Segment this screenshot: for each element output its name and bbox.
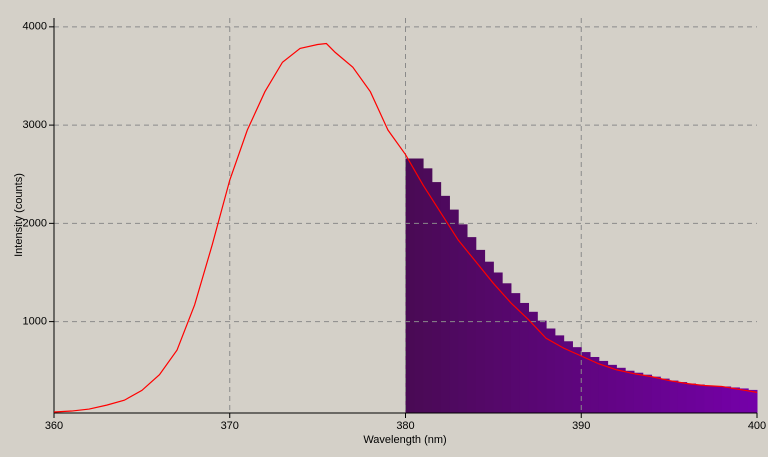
x-tick-label: 380 [396, 420, 414, 432]
histogram-bar [607, 364, 617, 413]
histogram-bar [563, 341, 573, 413]
histogram-bar [458, 224, 468, 413]
histogram-bar [633, 372, 644, 413]
x-tick-label: 370 [221, 420, 239, 432]
histogram-bar [730, 387, 740, 413]
histogram-bar [686, 383, 696, 413]
histogram-bar [475, 249, 486, 413]
x-tick-label: 360 [45, 420, 63, 432]
histogram-bar [572, 347, 582, 413]
x-tick-label: 400 [748, 420, 766, 432]
histogram-bar [440, 195, 450, 413]
histogram-bar [695, 384, 705, 413]
histogram-bar [677, 382, 688, 413]
y-tick-label: 1000 [23, 316, 47, 328]
histogram-bar [598, 360, 609, 413]
y-tick-label: 3000 [23, 119, 47, 131]
histogram-bar [502, 283, 512, 413]
spectrum-line [53, 42, 758, 413]
histogram-bar [484, 261, 494, 413]
histogram-bar [590, 356, 600, 413]
histogram-bar [431, 182, 442, 413]
histogram-bar [704, 385, 714, 413]
histogram-bar [493, 272, 503, 413]
histogram-bar [713, 385, 723, 413]
x-axis-label: Wavelength (nm) [363, 434, 446, 446]
histogram-bar [528, 311, 538, 413]
histogram-bar [449, 209, 459, 413]
histogram-bar [414, 158, 424, 413]
y-tick-label: 4000 [23, 21, 47, 33]
histogram-bar [519, 302, 530, 413]
histogram-bar [467, 237, 477, 413]
histogram-bar [660, 378, 670, 413]
histogram-bar [651, 376, 661, 413]
x-tick-label: 390 [572, 420, 590, 432]
histogram-bar [546, 328, 556, 413]
histogram-bar [405, 158, 415, 413]
y-axis-label: Intensity (counts) [13, 173, 25, 257]
histogram-bar [669, 380, 679, 413]
y-tick-label: 2000 [23, 217, 47, 229]
histogram-bar [510, 293, 521, 413]
histogram-bar [739, 388, 749, 413]
histogram-bar [721, 386, 732, 413]
histogram-bar [748, 389, 758, 413]
histogram-bar [625, 370, 635, 413]
histogram-bar [581, 352, 591, 413]
histogram-bar [616, 367, 626, 413]
histogram-bar [537, 320, 547, 413]
histogram-bar [642, 374, 653, 413]
histogram-bar [554, 335, 565, 413]
histogram-bar [423, 168, 433, 413]
